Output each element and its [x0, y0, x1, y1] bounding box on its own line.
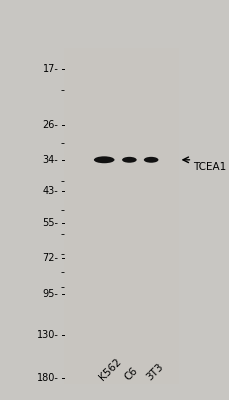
Ellipse shape — [144, 157, 158, 163]
Ellipse shape — [94, 156, 114, 163]
Text: 130-: 130- — [36, 330, 58, 340]
Text: 180-: 180- — [36, 373, 58, 383]
Ellipse shape — [122, 157, 137, 163]
Text: 26-: 26- — [43, 120, 58, 130]
Text: 17-: 17- — [43, 64, 58, 74]
Text: 3T3: 3T3 — [144, 362, 165, 383]
Text: K562: K562 — [97, 357, 123, 383]
Text: 34-: 34- — [43, 155, 58, 165]
Text: 43-: 43- — [43, 186, 58, 196]
Text: TCEA1: TCEA1 — [194, 162, 227, 172]
Text: 72-: 72- — [42, 253, 58, 263]
Text: 55-: 55- — [42, 218, 58, 228]
Text: C6: C6 — [122, 366, 139, 383]
Text: 95-: 95- — [43, 289, 58, 299]
